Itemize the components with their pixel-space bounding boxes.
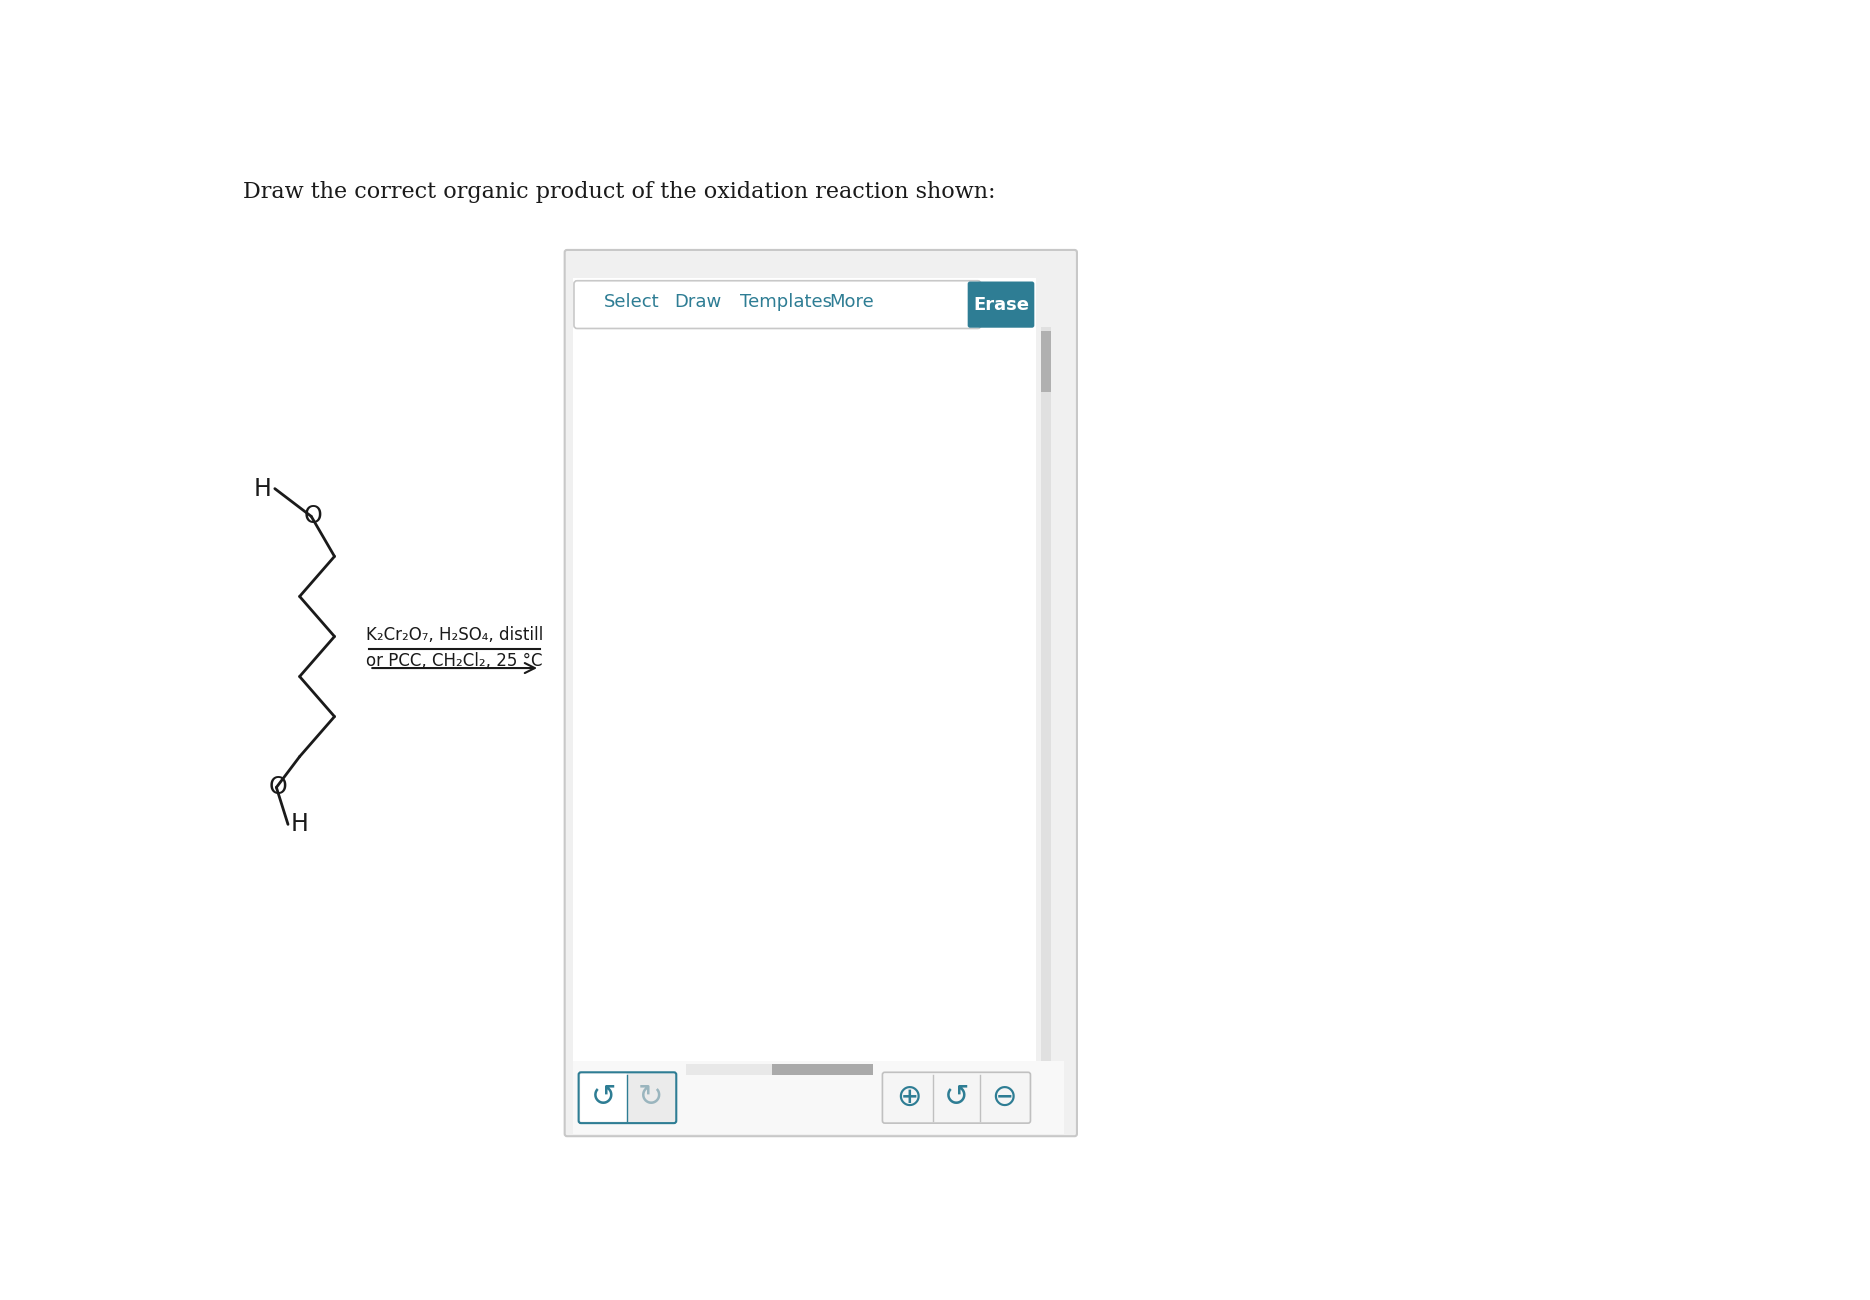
FancyBboxPatch shape	[967, 282, 1034, 328]
Text: O: O	[303, 504, 322, 528]
FancyBboxPatch shape	[580, 1074, 628, 1122]
Text: ↻: ↻	[638, 1083, 664, 1113]
Bar	[1040, 326, 1051, 1061]
FancyBboxPatch shape	[565, 250, 1077, 1136]
Bar	[574, 1061, 1064, 1134]
Text: ⊕: ⊕	[896, 1083, 922, 1113]
Bar	[1040, 330, 1051, 393]
Text: Draw: Draw	[673, 294, 722, 311]
Text: More: More	[828, 294, 873, 311]
Text: or PCC, CH₂Cl₂, 25 °C: or PCC, CH₂Cl₂, 25 °C	[367, 651, 542, 670]
Text: H: H	[254, 477, 271, 500]
Text: H: H	[292, 812, 309, 836]
Text: ↺: ↺	[944, 1083, 969, 1113]
FancyBboxPatch shape	[883, 1072, 1030, 1123]
FancyBboxPatch shape	[578, 1072, 677, 1123]
Text: ↺: ↺	[591, 1083, 617, 1113]
FancyBboxPatch shape	[574, 281, 982, 329]
Text: O: O	[269, 775, 288, 800]
Bar	[574, 326, 1036, 1061]
Bar	[772, 1063, 873, 1075]
Bar	[686, 1063, 873, 1075]
Text: Select: Select	[604, 294, 660, 311]
Text: Draw the correct organic product of the oxidation reaction shown:: Draw the correct organic product of the …	[243, 181, 995, 203]
Bar	[574, 278, 1036, 1061]
Text: K₂Cr₂O₇, H₂SO₄, distill: K₂Cr₂O₇, H₂SO₄, distill	[367, 627, 544, 645]
Text: Erase: Erase	[972, 295, 1028, 313]
Text: ⊖: ⊖	[991, 1083, 1017, 1113]
Text: Templates: Templates	[741, 294, 832, 311]
